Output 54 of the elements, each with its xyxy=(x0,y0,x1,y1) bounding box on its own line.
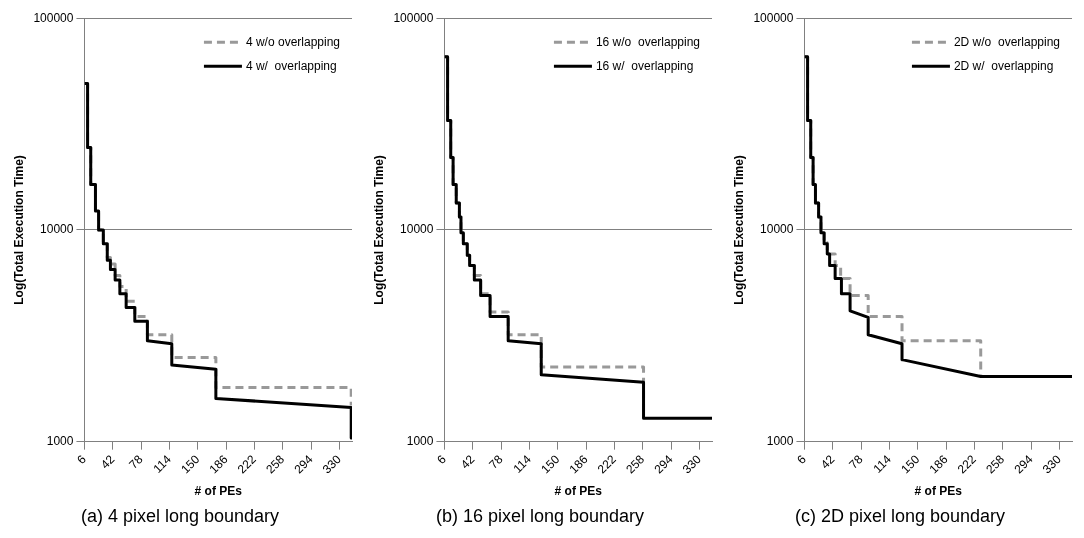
y-tick-label: 10000 xyxy=(760,222,794,237)
x-tick-label: 330 xyxy=(1039,452,1065,477)
y-axis-title: Log(Total Execution Time) xyxy=(11,155,26,305)
x-tick-label: 222 xyxy=(594,452,620,477)
x-axis-title: # of PEs xyxy=(914,483,963,498)
x-tick-label: 186 xyxy=(206,452,231,477)
x-tick-label: 6 xyxy=(794,452,810,467)
y-tick-label: 1000 xyxy=(46,433,74,448)
y-tick-label: 10000 xyxy=(400,222,434,237)
x-tick-label: 6 xyxy=(434,452,450,467)
legend-label: 4 w/ overlapping xyxy=(245,58,337,73)
x-tick-label: 222 xyxy=(234,452,260,477)
x-tick-label: 114 xyxy=(150,452,175,476)
x-tick-label: 258 xyxy=(623,452,648,477)
legend-label: 16 w/o overlapping xyxy=(595,34,701,49)
x-axis-title: # of PEs xyxy=(554,483,603,498)
x-tick-label: 294 xyxy=(291,452,316,477)
y-tick-label: 100000 xyxy=(393,10,434,25)
legend-label: 2D w/ overlapping xyxy=(953,58,1054,73)
text: (c) 2D pixel long boundary xyxy=(794,506,1006,527)
x-tick-label: 114 xyxy=(510,452,535,476)
text: (a) 4 pixel long boundary xyxy=(80,506,280,527)
x-tick-label: 186 xyxy=(566,452,591,477)
x-axis-title: # of PEs xyxy=(194,483,243,498)
y-tick-label: 1000 xyxy=(406,433,434,448)
x-tick-label: 258 xyxy=(983,452,1008,477)
y-tick-label: 10000 xyxy=(40,222,74,237)
x-tick-label: 222 xyxy=(954,452,980,477)
x-tick-label: 294 xyxy=(1011,452,1036,477)
y-tick-label: 100000 xyxy=(753,10,794,25)
x-tick-label: 78 xyxy=(846,452,866,472)
x-tick-label: 258 xyxy=(263,452,288,477)
legend-label: 2D w/o overlapping xyxy=(953,34,1060,49)
x-tick-label: 6 xyxy=(74,452,90,467)
y-tick-label: 100000 xyxy=(33,10,74,25)
x-tick-label: 150 xyxy=(898,452,923,477)
x-tick-label: 186 xyxy=(926,452,951,477)
x-tick-label: 42 xyxy=(817,452,838,472)
y-axis-title: Log(Total Execution Time) xyxy=(731,155,746,305)
x-tick-label: 114 xyxy=(870,452,895,476)
x-tick-label: 330 xyxy=(319,452,345,477)
x-tick-label: 42 xyxy=(97,452,118,472)
y-axis-title: Log(Total Execution Time) xyxy=(371,155,386,305)
text: (b) 16 pixel long boundary xyxy=(435,506,645,527)
x-tick-label: 78 xyxy=(126,452,146,472)
x-tick-label: 294 xyxy=(651,452,676,477)
x-tick-label: 150 xyxy=(178,452,203,477)
x-tick-label: 42 xyxy=(457,452,478,472)
legend-label: 4 w/o overlapping xyxy=(245,34,340,49)
x-tick-label: 150 xyxy=(538,452,563,477)
x-tick-label: 78 xyxy=(486,452,506,472)
legend-label: 16 w/ overlapping xyxy=(595,58,694,73)
y-tick-label: 1000 xyxy=(766,433,794,448)
x-tick-label: 330 xyxy=(679,452,705,477)
